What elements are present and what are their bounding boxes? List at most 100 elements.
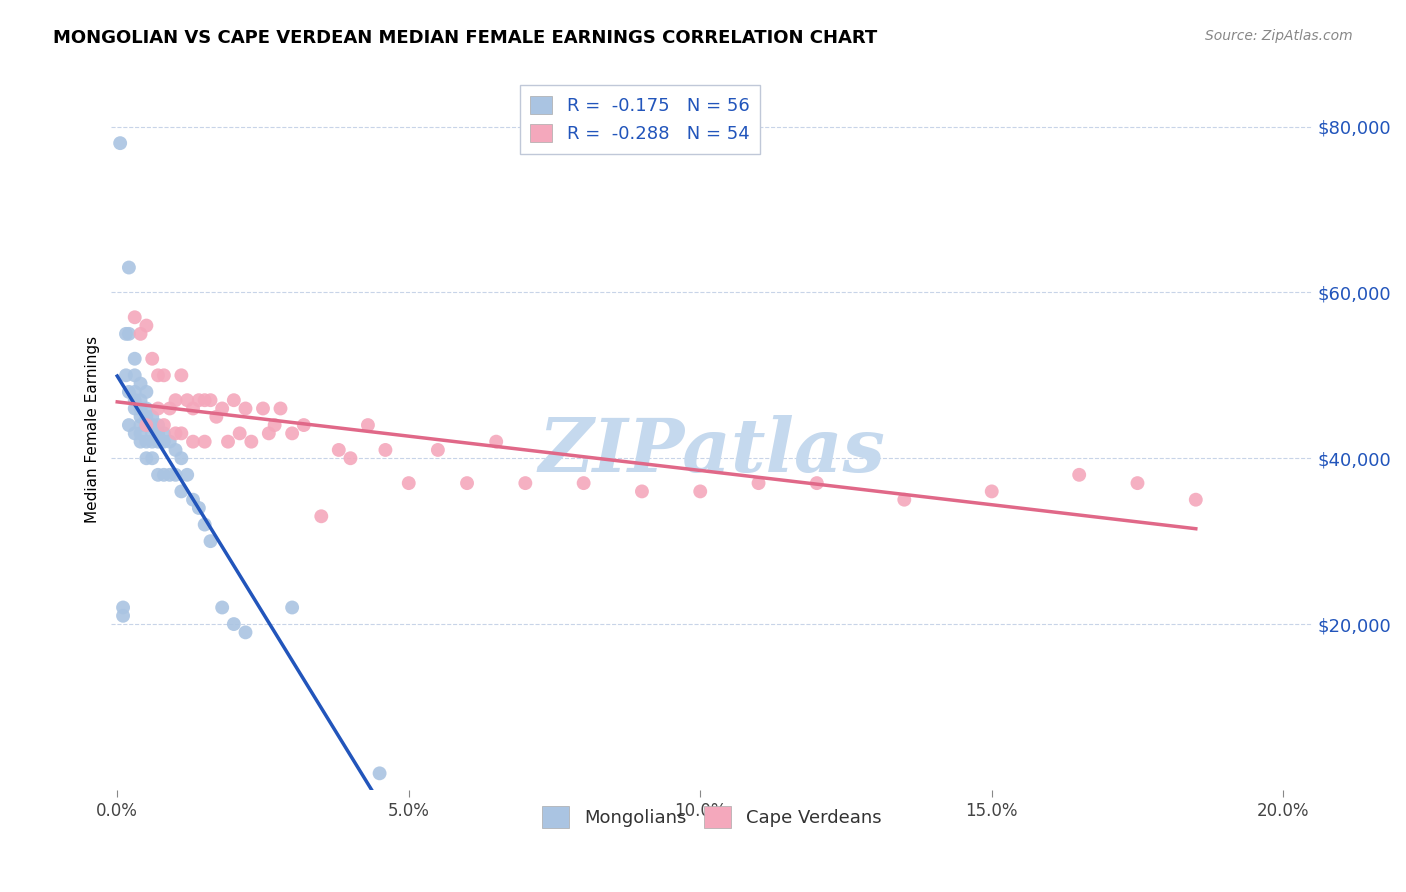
Point [141, 426, 163, 441]
Point [129, 326, 152, 341]
Point [181, 434, 204, 449]
Point [124, 393, 146, 408]
Point [1184, 492, 1206, 507]
Point [398, 476, 420, 491]
Point [1126, 476, 1149, 491]
Point [159, 401, 181, 416]
Point [187, 500, 209, 515]
Point [124, 401, 146, 416]
Point [217, 434, 239, 449]
Point [129, 418, 152, 433]
Point [515, 476, 537, 491]
Point [281, 600, 304, 615]
Point [456, 476, 478, 491]
Point [339, 451, 361, 466]
Point [124, 310, 146, 325]
Point [146, 467, 169, 482]
Point [211, 401, 233, 416]
Point [146, 418, 169, 433]
Point [141, 409, 163, 424]
Point [124, 351, 146, 366]
Point [129, 409, 152, 424]
Point [124, 384, 146, 399]
Point [980, 484, 1002, 499]
Point [170, 484, 193, 499]
Point [108, 136, 131, 150]
Point [141, 351, 163, 366]
Point [146, 368, 169, 383]
Point [135, 418, 157, 433]
Point [748, 476, 770, 491]
Point [176, 393, 198, 408]
Point [170, 426, 193, 441]
Point [222, 393, 245, 408]
Point [118, 260, 141, 275]
Point [281, 426, 304, 441]
Point [631, 484, 654, 499]
Point [115, 326, 138, 341]
Point [170, 451, 193, 466]
Point [153, 467, 176, 482]
Point [153, 418, 176, 433]
Point [118, 418, 141, 433]
Point [187, 393, 209, 408]
Point [129, 426, 152, 441]
Point [181, 401, 204, 416]
Point [141, 434, 163, 449]
Point [135, 434, 157, 449]
Point [141, 451, 163, 466]
Point [124, 368, 146, 383]
Point [129, 393, 152, 408]
Point [357, 418, 380, 433]
Point [129, 434, 152, 449]
Legend: Mongolians, Cape Verdeans: Mongolians, Cape Verdeans [536, 798, 889, 835]
Point [159, 434, 181, 449]
Point [263, 418, 285, 433]
Y-axis label: Median Female Earnings: Median Female Earnings [86, 335, 100, 523]
Point [328, 442, 350, 457]
Point [135, 409, 157, 424]
Point [194, 434, 217, 449]
Point [240, 434, 263, 449]
Point [222, 617, 245, 632]
Point [485, 434, 508, 449]
Point [200, 534, 222, 549]
Point [115, 368, 138, 383]
Point [235, 625, 257, 640]
Point [228, 426, 250, 441]
Point [146, 426, 169, 441]
Point [181, 492, 204, 507]
Point [200, 393, 222, 408]
Point [118, 326, 141, 341]
Point [235, 401, 257, 416]
Point [112, 608, 135, 623]
Point [257, 426, 280, 441]
Point [124, 426, 146, 441]
Point [135, 418, 157, 433]
Point [176, 467, 198, 482]
Point [893, 492, 915, 507]
Text: Source: ZipAtlas.com: Source: ZipAtlas.com [1205, 29, 1353, 44]
Point [165, 442, 187, 457]
Point [292, 418, 315, 433]
Point [368, 766, 391, 780]
Point [165, 393, 187, 408]
Point [211, 600, 233, 615]
Point [112, 600, 135, 615]
Point [689, 484, 711, 499]
Point [146, 401, 169, 416]
Point [135, 401, 157, 416]
Point [426, 442, 449, 457]
Point [153, 368, 176, 383]
Point [194, 517, 217, 532]
Point [129, 401, 152, 416]
Point [374, 442, 396, 457]
Point [129, 376, 152, 391]
Point [165, 426, 187, 441]
Point [572, 476, 595, 491]
Point [194, 393, 217, 408]
Point [269, 401, 291, 416]
Text: ZIPatlas: ZIPatlas [538, 415, 886, 487]
Point [311, 509, 333, 524]
Point [153, 434, 176, 449]
